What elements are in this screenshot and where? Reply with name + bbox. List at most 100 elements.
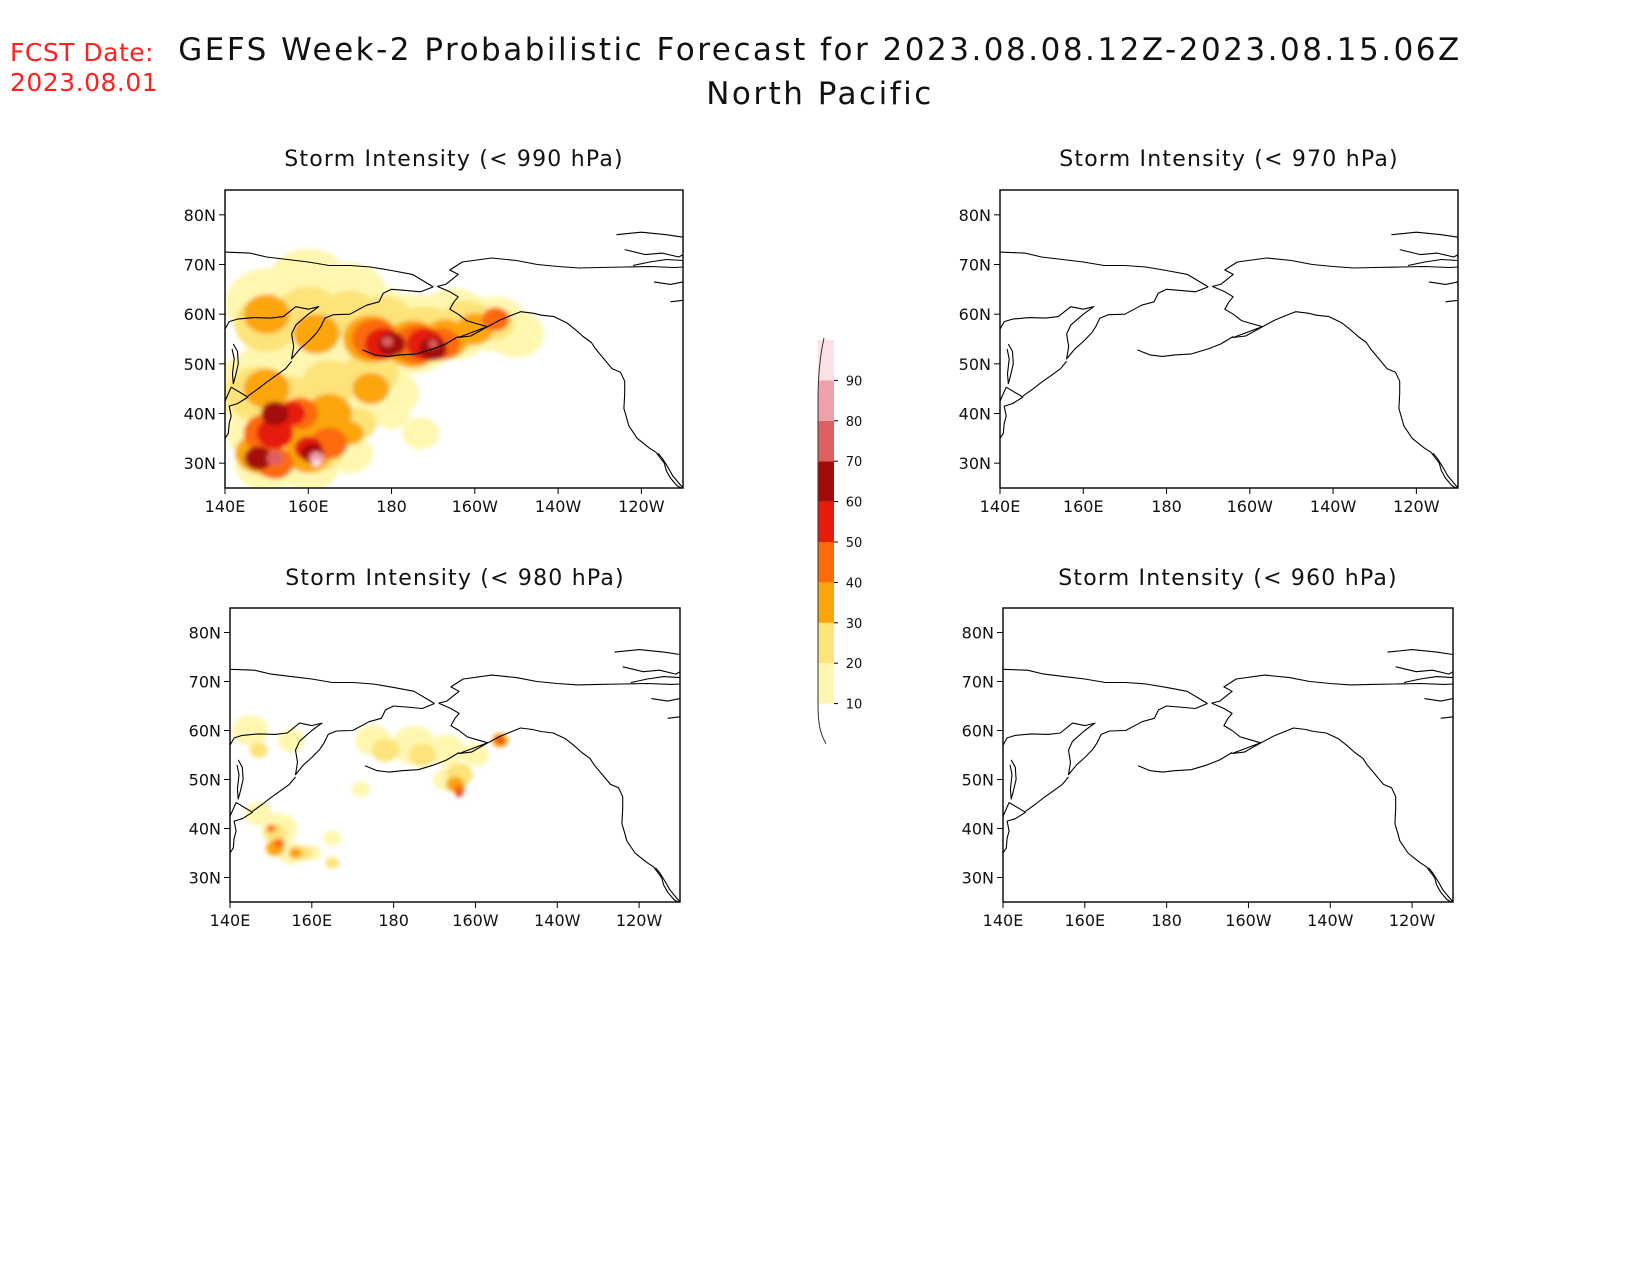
coastline — [252, 776, 296, 812]
probability-field — [232, 714, 509, 869]
main-title: GEFS Week-2 Probabilistic Forecast for 2… — [178, 32, 1462, 68]
colorbar-segment — [818, 582, 834, 623]
probability-blob — [481, 307, 510, 331]
coastline — [1424, 698, 1453, 702]
lon-tick-label: 160E — [1063, 497, 1104, 516]
colorbar-segment — [818, 542, 834, 583]
coastline — [653, 281, 683, 285]
probability-blob — [261, 401, 289, 426]
lon-tick-label: 140E — [983, 911, 1024, 930]
coastline — [1428, 281, 1458, 285]
coastline — [236, 759, 244, 800]
coastline — [1212, 285, 1457, 488]
probability-blob — [312, 459, 321, 467]
coastline — [1403, 676, 1453, 684]
probability-blob — [461, 743, 489, 767]
coastline — [1022, 361, 1068, 397]
lon-tick-label: 140W — [1310, 497, 1357, 516]
coastline — [632, 258, 683, 267]
colorbar-segment — [818, 461, 834, 502]
map-frame — [999, 189, 1459, 489]
coastline — [1391, 231, 1458, 238]
coastline — [1003, 802, 1027, 854]
coastline — [1000, 306, 1095, 360]
coastline — [1009, 759, 1017, 800]
coastline — [630, 676, 680, 684]
coastline — [225, 306, 320, 360]
lon-tick-label: 140W — [534, 911, 581, 930]
lon-tick-label: 120W — [616, 911, 663, 930]
probability-blob — [266, 824, 276, 833]
lat-tick-label: 70N — [962, 673, 994, 692]
lon-tick-label: 140W — [1307, 911, 1354, 930]
lon-tick-label: 160E — [1064, 911, 1105, 930]
lat-tick-label: 40N — [184, 405, 216, 424]
colorbar-segment — [818, 622, 834, 664]
coastline — [1006, 343, 1014, 385]
coastline — [437, 285, 682, 488]
colorbar-tick-label: 70 — [846, 455, 863, 470]
coastline — [657, 452, 683, 488]
lon-tick-label: 180 — [1151, 911, 1182, 930]
coastline — [437, 257, 683, 287]
coastline — [1407, 258, 1458, 267]
coastline — [1211, 674, 1453, 704]
coastline — [1137, 752, 1233, 773]
probability-blob — [453, 784, 465, 794]
coastline — [230, 802, 254, 854]
coastline — [667, 716, 680, 719]
map-frame — [1002, 607, 1454, 903]
lon-tick-label: 180 — [376, 497, 407, 516]
panel-title: Storm Intensity (< 970 hPa) — [1059, 147, 1399, 172]
lat-tick-label: 40N — [962, 820, 994, 839]
lat-tick-label: 50N — [959, 355, 991, 374]
lat-tick-label: 70N — [184, 256, 216, 275]
lon-tick-label: 120W — [618, 497, 665, 516]
forecast-date: FCST Date: 2023.08.01 — [10, 38, 158, 98]
coastline — [624, 249, 683, 258]
coastline — [1440, 716, 1453, 719]
coastline — [316, 286, 434, 334]
coastline — [1000, 386, 1024, 439]
coastline — [1092, 702, 1208, 750]
lon-tick-label: 160W — [1227, 497, 1274, 516]
coastline — [1003, 722, 1096, 776]
lat-tick-label: 50N — [189, 771, 221, 790]
lat-tick-label: 80N — [962, 624, 994, 643]
probability-blob — [301, 359, 357, 408]
map-frame — [224, 189, 684, 489]
coastline — [614, 649, 680, 656]
coastline — [319, 702, 435, 750]
lat-tick-label: 60N — [959, 305, 991, 324]
coastline — [230, 722, 323, 776]
lat-tick-label: 60N — [189, 722, 221, 741]
coastline — [362, 336, 459, 357]
panel-title: Storm Intensity (< 990 hPa) — [284, 147, 624, 172]
coastlines — [225, 231, 683, 488]
coastline — [225, 251, 434, 288]
coastline — [651, 698, 680, 702]
lat-tick-label: 30N — [962, 869, 994, 888]
probability-blob — [373, 397, 410, 430]
colorbar-tick-label: 90 — [846, 374, 863, 389]
probability-blob — [352, 372, 390, 405]
lat-tick-label: 70N — [189, 673, 221, 692]
probability-blob — [371, 738, 399, 762]
map-panel-990-hpa: Storm Intensity (< 990 hPa) 140E 160E 180 16… — [184, 147, 684, 516]
coastline — [1387, 649, 1453, 656]
coastline — [622, 666, 680, 675]
lat-tick-label: 30N — [184, 454, 216, 473]
probability-blob — [243, 294, 290, 334]
probability-blob — [288, 847, 303, 859]
forecast-date-label: FCST Date: — [10, 38, 155, 67]
coastline — [1025, 776, 1069, 812]
coastline — [1212, 257, 1458, 287]
lon-tick-label: 160W — [452, 911, 499, 930]
coastline — [1003, 668, 1208, 704]
probability-blob — [266, 451, 284, 466]
probability-blob — [309, 451, 324, 465]
map-panel-970-hpa: Storm Intensity (< 970 hPa) 140E 160E 180 16… — [959, 147, 1459, 516]
lat-tick-label: 30N — [189, 869, 221, 888]
probability-blob — [325, 856, 340, 869]
